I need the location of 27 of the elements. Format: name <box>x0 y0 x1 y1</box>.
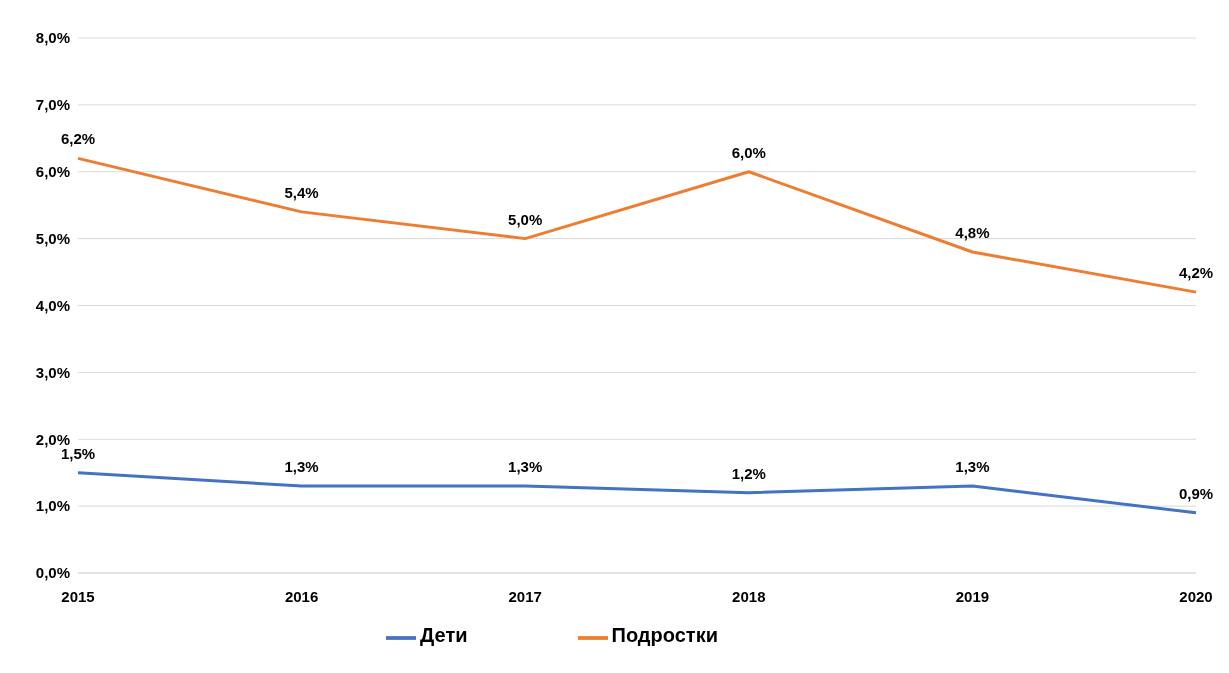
data-label: 5,4% <box>284 183 319 201</box>
data-label: 4,8% <box>955 224 990 241</box>
data-label: 1,3% <box>284 458 319 476</box>
data-label: 1,3% <box>508 458 543 476</box>
x-tick-label: 2018 <box>732 587 766 605</box>
data-label: 1,2% <box>731 464 766 482</box>
data-label: 1,3% <box>955 458 990 476</box>
data-label: 4,2% <box>1178 264 1214 282</box>
y-tick-label: 4,0% <box>35 296 70 314</box>
y-tick-label: 5,0% <box>35 229 70 247</box>
data-label: 0,9% <box>1178 484 1214 502</box>
y-tick-label: 7,0% <box>35 96 70 114</box>
legend-label: Дети <box>420 624 468 647</box>
data-label: 6,2% <box>60 130 96 148</box>
x-tick-label: 2017 <box>508 587 542 605</box>
x-tick-label: 2016 <box>284 587 319 605</box>
x-tick-label: 2019 <box>955 587 990 605</box>
data-label: 5,0% <box>508 210 543 228</box>
y-tick-label: 0,0% <box>35 564 70 582</box>
legend-label: Подростки <box>611 624 718 647</box>
data-label: 6,0% <box>731 143 766 161</box>
x-tick-label: 2020 <box>1179 587 1213 605</box>
x-tick-label: 2015 <box>61 587 95 605</box>
y-tick-label: 8,0% <box>35 29 70 47</box>
y-tick-label: 6,0% <box>35 163 70 181</box>
y-tick-label: 1,0% <box>35 497 70 515</box>
y-tick-label: 3,0% <box>35 363 70 381</box>
